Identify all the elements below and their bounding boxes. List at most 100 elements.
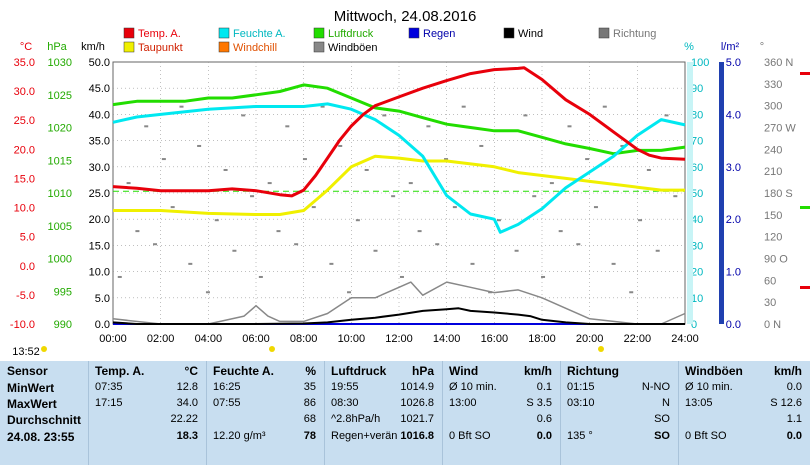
pressure-tick: 1000 (48, 254, 72, 266)
temp-tick: 15.0 (14, 173, 35, 185)
column-title: Luftdruck (331, 364, 387, 378)
table-column: Sensor MinWert MaxWert Durchschnitt 24.08. 2… (0, 361, 89, 465)
direction-dot (435, 243, 440, 246)
table-column: Wind km/h Ø 10 min. 0.1 13:00 S 3.5 0.6 0 Bft S… (442, 361, 561, 465)
cell-value: 0.0 (786, 430, 802, 442)
series-line-windb-en (112, 281, 686, 325)
direction-dot (205, 291, 210, 294)
humidity-tick: 90 (691, 83, 703, 95)
table-column: Feuchte A.% 16:25 35 07:55 86 68 12.20 g/m³ 78 (206, 361, 325, 465)
wind-tick: 10.0 (89, 267, 110, 279)
cell-value: S 3.5 (526, 397, 552, 409)
row-label: 24.08. 23:55 (7, 430, 75, 444)
cell-value: 18.3 (176, 430, 198, 442)
direction-dot (638, 219, 643, 222)
direction-dot (364, 168, 369, 171)
pressure-edge-marker (800, 206, 810, 209)
direction-dot (620, 144, 625, 147)
legend-swatch (408, 27, 420, 39)
direction-dot (408, 182, 413, 185)
humidity-axis-bar (687, 62, 693, 324)
cell-time: 12.20 g/m³ (213, 430, 266, 442)
series-line-taupunkt (113, 154, 685, 216)
pressure-tick: 1020 (48, 123, 72, 135)
cell-value: 0.0 (536, 430, 552, 442)
temp-tick: 30.0 (14, 86, 35, 98)
rain-tick: 4.0 (726, 109, 741, 121)
cell-time: 16:25 (213, 381, 241, 393)
temp-tick: 35.0 (14, 57, 35, 69)
cell-value: N (662, 397, 670, 409)
x-tick: 04:00 (195, 333, 223, 345)
temp-edge-marker (800, 286, 810, 289)
row-label: MaxWert (7, 397, 57, 411)
legend-label: Taupunkt (138, 42, 183, 54)
legend-swatch (218, 41, 230, 53)
humidity-tick: 60 (691, 162, 703, 174)
cell-time: 13:00 (449, 397, 477, 409)
direction-dot (452, 206, 457, 209)
direction-dot (541, 275, 546, 278)
x-tick: 18:00 (528, 333, 556, 345)
direction-dot (267, 182, 272, 185)
column-unit: °C (184, 364, 198, 378)
direction-dot (179, 105, 184, 108)
direction-unit-label: ° (760, 41, 764, 53)
temp-tick: -5.0 (16, 290, 35, 302)
cell-value: 22.22 (170, 413, 198, 425)
rain-unit-label: l/m² (721, 41, 740, 53)
direction-dot (355, 219, 360, 222)
table-column: Richtung 01:15 N-NO 03:10 N SO 135 ° SO (560, 361, 679, 465)
sunset-marker (598, 346, 604, 352)
series-line-luftdruck (112, 83, 686, 156)
plot-area (112, 61, 686, 325)
cell-time: 0 Bft SO (685, 430, 727, 442)
direction-dot (602, 105, 607, 108)
sunrise-marker-left (41, 346, 47, 352)
direction-dot (558, 230, 563, 233)
humidity-tick: 40 (691, 214, 703, 226)
rain-tick: 3.0 (726, 162, 741, 174)
direction-dot (593, 206, 598, 209)
direction-dot (532, 195, 537, 198)
cell-time: 0 Bft SO (449, 430, 491, 442)
direction-dot (664, 114, 669, 117)
cell-value: 1014.9 (400, 381, 434, 393)
direction-dot (320, 105, 325, 108)
legend-label: Luftdruck (328, 28, 374, 40)
rain-tick: 5.0 (726, 57, 741, 69)
legend-swatch (218, 27, 230, 39)
cell-time: Regen+verän (331, 430, 398, 442)
direction-dot (646, 168, 651, 171)
x-tick: 14:00 (433, 333, 461, 345)
direction-dot (496, 219, 501, 222)
pressure-tick: 1030 (48, 57, 72, 69)
humidity-tick: 20 (691, 267, 703, 279)
cell-value: 68 (303, 413, 316, 425)
pressure-tick: 995 (54, 286, 72, 298)
wind-tick: 30.0 (89, 162, 110, 174)
rain-axis-bar (719, 62, 724, 324)
cell-value: 1016.8 (400, 430, 434, 442)
direction-dot (391, 195, 396, 198)
direction-dot (514, 249, 519, 252)
pressure-tick: 990 (54, 319, 72, 331)
direction-dot (373, 249, 378, 252)
column-unit: % (305, 364, 316, 378)
direction-tick: 120 (764, 232, 782, 244)
series-line-temp-a (112, 66, 686, 198)
direction-dot (576, 243, 581, 246)
cell-value: N-NO (641, 381, 670, 393)
direction-tick: 0 N (764, 319, 781, 331)
cell-value: 86 (303, 397, 316, 409)
series-lines (112, 66, 810, 325)
cell-value: 1026.8 (400, 397, 434, 409)
humidity-tick: 100 (691, 57, 709, 69)
wind-tick: 20.0 (89, 214, 110, 226)
direction-tick: 150 (764, 210, 782, 222)
direction-dot (311, 206, 316, 209)
direction-dot (126, 182, 131, 185)
axis-ticks: 35.0 30.0 25.0 20.0 15.0 10.0 5.0 0.0 -5.0 -10.0 1… (10, 57, 796, 345)
cell-value: 0.0 (786, 381, 802, 393)
direction-tick: 30 (764, 297, 776, 309)
